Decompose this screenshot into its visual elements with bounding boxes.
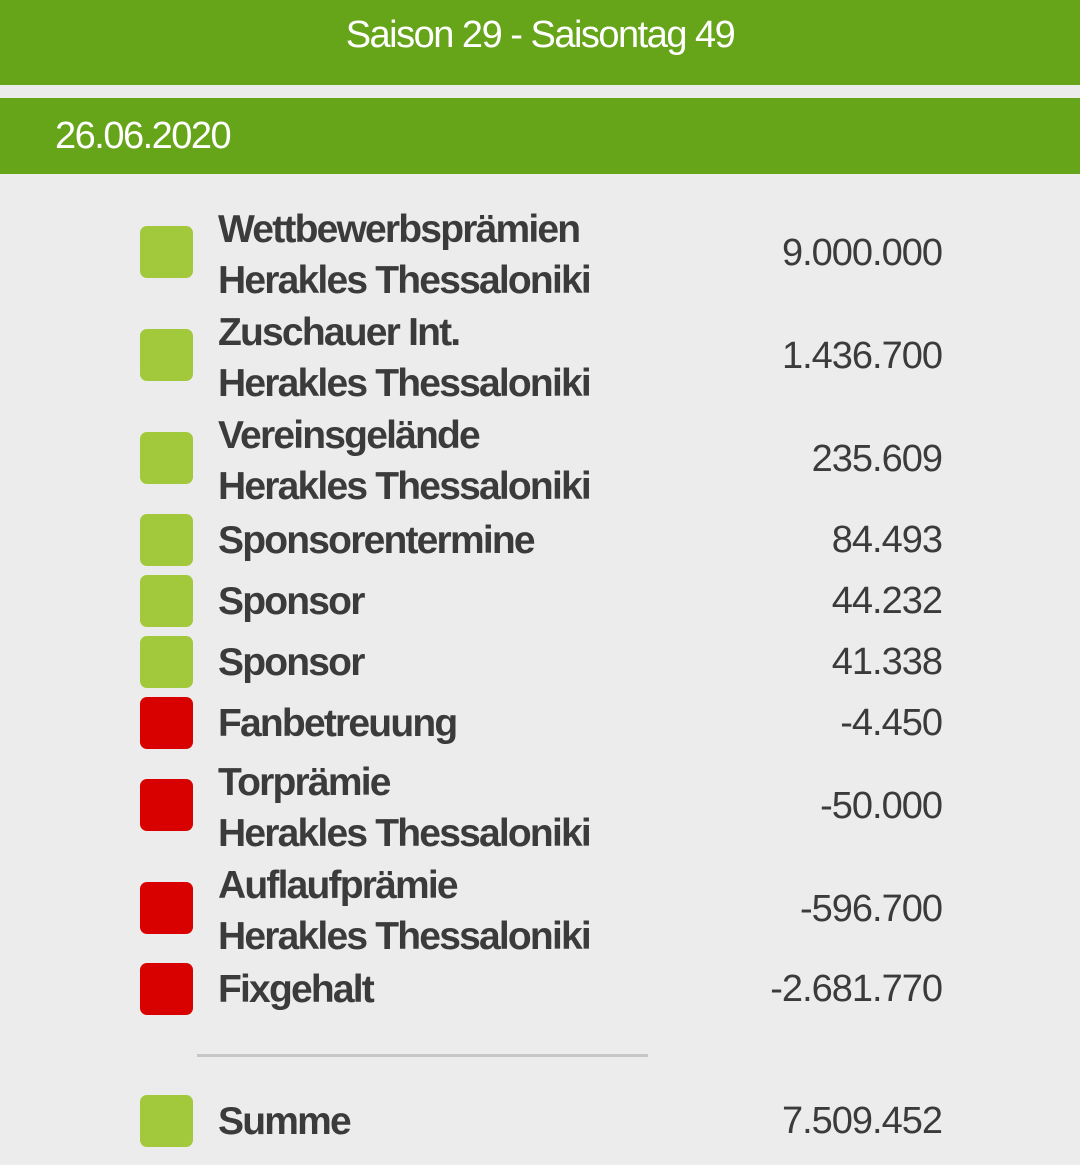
season-title: Saison 29 - Saisontag 49 — [345, 14, 736, 56]
income-indicator — [140, 636, 193, 688]
sum-divider — [197, 1054, 648, 1057]
finance-row: Wettbewerbsprämien Herakles Thessaloniki … — [0, 204, 1080, 306]
expense-indicator — [140, 779, 193, 831]
sum-value: 7.509.452 — [781, 1100, 943, 1142]
entry-value: -50.000 — [820, 785, 943, 827]
entry-label: Zuschauer Int. Herakles Thessaloniki — [218, 311, 592, 405]
entry-label: Sponsor — [218, 641, 365, 684]
income-indicator — [140, 575, 193, 627]
sum-row: Summe 7.509.452 — [0, 1095, 1080, 1151]
finance-row: Fixgehalt -2.681.770 — [0, 963, 1080, 1019]
season-header: Saison 29 - Saisontag 49 — [0, 0, 1080, 85]
entry-label: Wettbewerbsprämien Herakles Thessaloniki — [218, 208, 592, 302]
entry-value: 84.493 — [831, 519, 943, 561]
entry-label: Vereinsgelände Herakles Thessaloniki — [218, 414, 592, 508]
entry-value: 9.000.000 — [781, 232, 943, 274]
expense-indicator — [140, 963, 193, 1015]
income-indicator — [140, 514, 193, 566]
finance-row: Auflaufprämie Herakles Thessaloniki -596.… — [0, 860, 1080, 962]
entry-value: 41.338 — [831, 641, 943, 683]
finance-row: Sponsorentermine 84.493 — [0, 514, 1080, 570]
entry-label: Sponsorentermine — [218, 519, 536, 562]
finance-row: Fanbetreuung -4.450 — [0, 697, 1080, 753]
expense-indicator — [140, 697, 193, 749]
date-label: 26.06.2020 — [55, 114, 232, 157]
finance-row: Zuschauer Int. Herakles Thessaloniki 1.43… — [0, 307, 1080, 409]
date-header[interactable]: 26.06.2020 — [0, 98, 1080, 174]
entry-value: -596.700 — [799, 888, 943, 930]
entry-label: Sponsor — [218, 580, 365, 623]
income-indicator — [140, 226, 193, 278]
expense-indicator — [140, 882, 193, 934]
finance-row: Torprämie Herakles Thessaloniki -50.000 — [0, 757, 1080, 859]
entry-label: Auflaufprämie Herakles Thessaloniki — [218, 864, 592, 958]
entry-value: -4.450 — [840, 702, 943, 744]
entry-label: Fanbetreuung — [218, 702, 458, 745]
finance-row: Vereinsgelände Herakles Thessaloniki 235.… — [0, 410, 1080, 512]
finance-row: Sponsor 41.338 — [0, 636, 1080, 692]
entry-value: 1.436.700 — [781, 335, 943, 377]
entry-label: Torprämie Herakles Thessaloniki — [218, 761, 592, 855]
header-gap — [0, 85, 1080, 98]
income-indicator — [140, 432, 193, 484]
entry-value: 235.609 — [811, 438, 943, 480]
finance-row: Sponsor 44.232 — [0, 575, 1080, 631]
entry-value: -2.681.770 — [770, 968, 943, 1010]
income-indicator — [140, 1095, 193, 1147]
income-indicator — [140, 329, 193, 381]
entry-label: Fixgehalt — [218, 968, 375, 1011]
sum-label: Summe — [218, 1100, 352, 1143]
entry-value: 44.232 — [831, 580, 943, 622]
